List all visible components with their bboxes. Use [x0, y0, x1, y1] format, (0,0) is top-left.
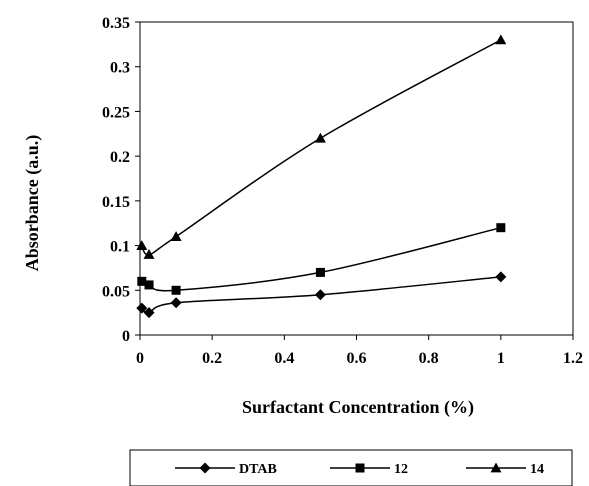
legend-item-14: 14	[466, 462, 544, 477]
x-tick-label: 1	[497, 350, 505, 367]
y-axis-title: Absorbance (a.u.)	[22, 135, 43, 272]
x-tick-label: 0	[136, 350, 144, 367]
data-point	[170, 231, 182, 242]
y-tick-label: 0.35	[102, 15, 130, 32]
x-tick-label: 0.6	[347, 350, 367, 367]
legend-label: 12	[394, 462, 408, 477]
x-tick-label: 0.4	[274, 350, 294, 367]
data-point	[495, 34, 507, 45]
x-axis: 0 0.2 0.4 0.6 0.8 1 1.2	[136, 335, 583, 367]
legend-marker	[490, 462, 502, 473]
data-point	[170, 297, 182, 309]
y-tick-label: 0.3	[110, 60, 130, 77]
legend-marker	[199, 462, 211, 474]
series-line	[141, 39, 502, 256]
y-axis: 0 0.05 0.1 0.15 0.2 0.25 0.3 0.35	[102, 15, 140, 345]
y-tick-label: 0.05	[102, 283, 130, 300]
y-tick-label: 0.2	[110, 149, 130, 166]
data-point	[144, 280, 154, 290]
series-layer	[136, 34, 507, 319]
legend-label: 14	[530, 462, 544, 477]
data-point	[496, 223, 506, 233]
data-point	[314, 289, 326, 301]
series-dtab	[136, 271, 507, 319]
series-12	[137, 223, 506, 295]
legend-item-dtab: DTAB	[175, 462, 277, 477]
data-point	[143, 307, 155, 319]
y-tick-label: 0.15	[102, 194, 130, 211]
data-point	[136, 302, 148, 314]
y-tick-label: 0.25	[102, 104, 130, 121]
series-14	[136, 34, 507, 259]
data-point	[137, 276, 147, 286]
y-tick-label: 0	[122, 328, 130, 345]
data-point	[495, 271, 507, 283]
x-axis-title: Surfactant Concentration (%)	[242, 397, 474, 418]
x-tick-label: 1.2	[563, 350, 583, 367]
data-point	[314, 132, 326, 143]
legend-label: DTAB	[239, 462, 277, 477]
series-line	[141, 226, 502, 292]
data-point	[143, 249, 155, 259]
y-tick-label: 0.1	[110, 239, 130, 256]
data-point	[171, 285, 181, 295]
legend: DTAB 12 14	[129, 449, 573, 486]
data-point	[136, 240, 148, 250]
legend-marker	[355, 463, 365, 473]
data-point	[315, 267, 325, 277]
legend-item-12: 12	[330, 462, 408, 477]
x-tick-label: 0.8	[419, 350, 439, 367]
x-tick-label: 0.2	[202, 350, 222, 367]
